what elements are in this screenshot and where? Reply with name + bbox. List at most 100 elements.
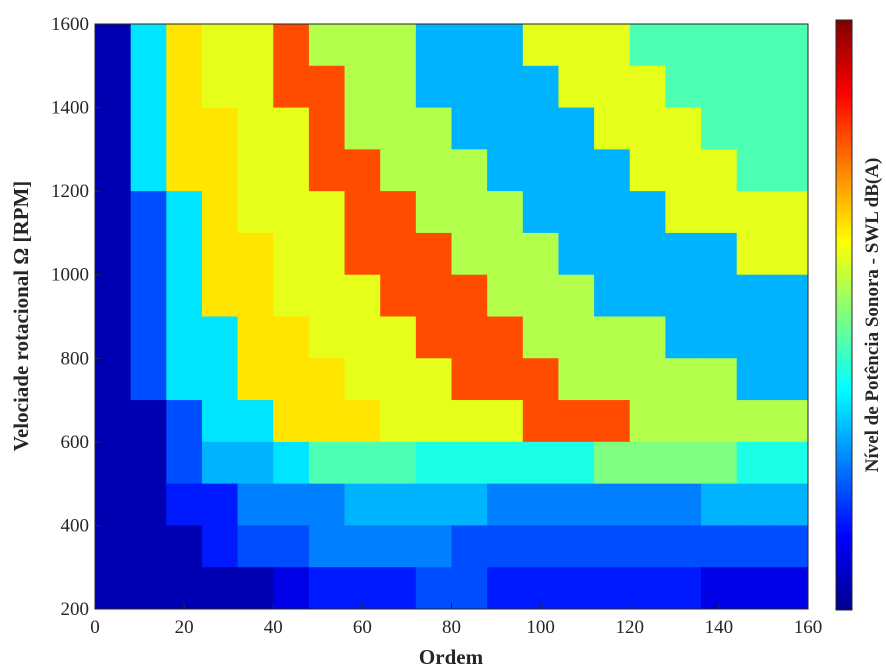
heat-cell — [344, 274, 381, 317]
heat-cell — [166, 441, 203, 485]
heat-cell — [201, 191, 239, 234]
heat-cell — [665, 483, 702, 526]
heat-cell — [130, 107, 167, 150]
heat-cell — [130, 316, 167, 359]
heat-cell — [629, 525, 666, 568]
heat-cell — [201, 525, 239, 568]
y-tick-label: 400 — [61, 515, 90, 536]
heat-cell — [558, 483, 595, 526]
heat-cell — [201, 24, 239, 67]
heat-cell — [308, 149, 346, 192]
heat-cell — [130, 567, 167, 610]
heat-cell — [772, 525, 809, 568]
y-tick-label: 1400 — [51, 98, 89, 119]
heat-cell — [415, 441, 452, 485]
heat-cell — [558, 567, 595, 610]
heat-cell — [273, 567, 310, 610]
heat-cell — [558, 274, 595, 317]
heat-cell — [273, 232, 310, 276]
heat-cell — [201, 232, 239, 276]
heat-cell — [415, 316, 452, 359]
heat-cell — [487, 232, 524, 276]
heat-cell — [701, 441, 738, 485]
heat-cell — [772, 191, 809, 234]
heat-cell — [130, 149, 167, 192]
heat-cell — [594, 107, 631, 150]
heat-cell — [451, 316, 488, 359]
heat-cell — [522, 274, 559, 317]
heat-cell — [487, 358, 524, 401]
heat-cell — [308, 567, 346, 610]
heat-cell — [451, 191, 488, 234]
heat-cell — [201, 483, 239, 526]
y-tick-label: 200 — [61, 599, 90, 620]
heat-cell — [487, 400, 524, 443]
heat-cell — [166, 274, 203, 317]
heat-cell — [736, 483, 773, 526]
heat-cell — [772, 274, 809, 317]
heat-cell — [130, 232, 167, 276]
colorbar-label: Nível de Potência Sonora - SWL dB(A) — [862, 158, 883, 473]
heat-cell — [594, 149, 631, 192]
heat-cell — [594, 358, 631, 401]
heat-cell — [237, 191, 274, 234]
heat-cell — [273, 483, 310, 526]
heat-cell — [451, 525, 488, 568]
heat-cell — [344, 107, 381, 150]
heat-cell — [665, 316, 702, 359]
heat-cell — [665, 400, 702, 443]
heat-cell — [344, 358, 381, 401]
colorbar — [835, 19, 853, 611]
heat-cell — [201, 567, 239, 610]
heat-cell — [629, 65, 666, 109]
x-axis-label: Ordem — [419, 645, 484, 669]
heat-cell — [130, 191, 167, 234]
y-tick-label: 600 — [61, 432, 90, 453]
heat-cell — [380, 400, 417, 443]
heat-cell — [308, 191, 346, 234]
heat-cell — [380, 274, 417, 317]
heat-cell — [130, 24, 167, 67]
heat-cell — [166, 232, 203, 276]
heat-cell — [665, 107, 702, 150]
heat-cell — [380, 191, 417, 234]
heat-cell — [736, 65, 773, 109]
heat-cell — [130, 483, 167, 526]
heat-cell — [736, 24, 773, 67]
heat-cell — [558, 24, 595, 67]
heat-cell — [415, 65, 452, 109]
heat-cell — [736, 316, 773, 359]
heat-cell — [772, 316, 809, 359]
heat-cell — [451, 483, 488, 526]
heat-cell — [380, 149, 417, 192]
heat-cell — [166, 191, 203, 234]
heat-cell — [522, 400, 559, 443]
heat-cell — [594, 316, 631, 359]
heat-cell — [594, 232, 631, 276]
heat-cell — [594, 525, 631, 568]
heat-cell — [594, 24, 631, 67]
heat-cell — [772, 483, 809, 526]
heat-cell — [665, 274, 702, 317]
heat-cell — [415, 232, 452, 276]
heat-cell — [273, 24, 310, 67]
heat-cell — [772, 24, 809, 67]
heat-cell — [451, 274, 488, 317]
heat-cell — [558, 107, 595, 150]
heat-cell — [701, 483, 738, 526]
heat-cell — [166, 107, 203, 150]
heat-cell — [594, 65, 631, 109]
heat-cell — [558, 65, 595, 109]
heat-cell — [166, 358, 203, 401]
heat-cell — [166, 400, 203, 443]
heat-cell — [380, 567, 417, 610]
heat-cell — [701, 232, 738, 276]
heat-cell — [701, 358, 738, 401]
heat-cell — [95, 316, 132, 359]
heat-cell — [273, 525, 310, 568]
heat-cell — [701, 316, 738, 359]
heat-cell — [558, 441, 595, 485]
heat-cell — [308, 65, 346, 109]
heat-cell — [237, 149, 274, 192]
